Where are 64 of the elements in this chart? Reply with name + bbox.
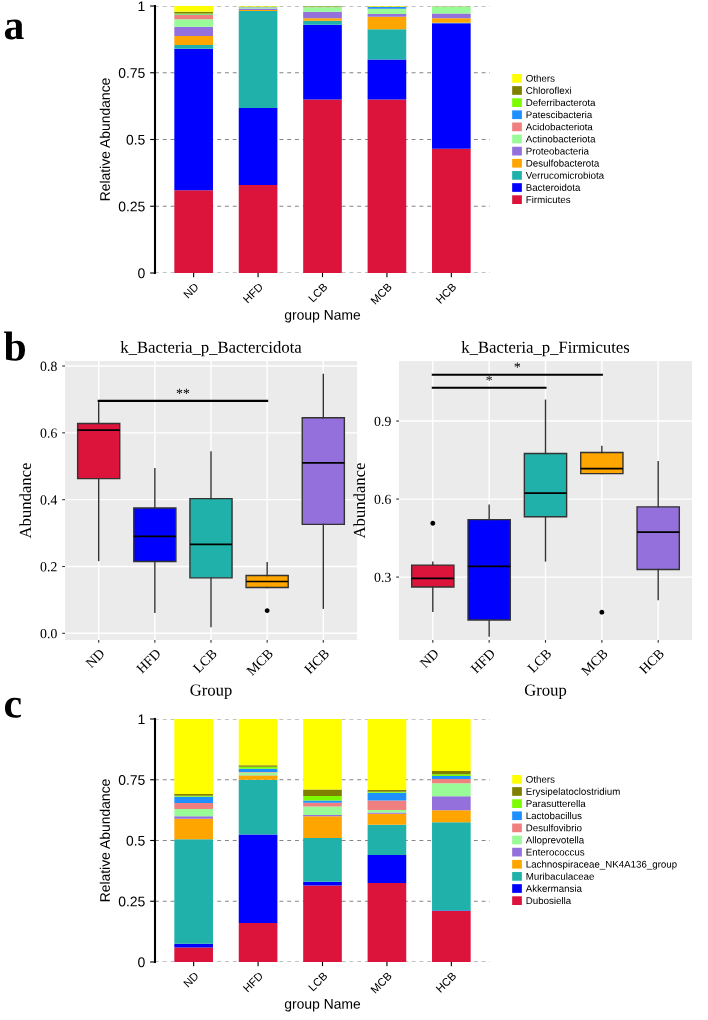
- legend-label: Others: [526, 775, 555, 783]
- y-tick-label: 0.5: [126, 835, 145, 846]
- legend-label: Lachnospiraceae_NK4A136_group: [526, 860, 677, 870]
- legend-label: Patescibacteria: [526, 111, 593, 119]
- x-axis-title: group Name: [284, 999, 361, 1012]
- y-axis-title: Relative Abundance: [99, 779, 110, 902]
- legend-label: Verrucomicrobiota: [525, 171, 605, 179]
- legend-label: Akkermansia: [525, 884, 582, 892]
- legend-label: Desulfobacterota: [526, 159, 600, 167]
- y-tick-label: 0: [138, 268, 145, 279]
- legend-label: Parasutterella: [526, 799, 586, 808]
- legend-label: Lactobacillus: [526, 812, 582, 820]
- x-axis-title: group Name: [284, 310, 361, 323]
- legend-label: Others: [526, 74, 555, 82]
- x-tick-label: LCB: [308, 282, 328, 303]
- legend-label: Chloroflexi: [526, 86, 572, 94]
- y-tick-label: 0.9: [374, 416, 391, 427]
- y-axis-title: Abundance: [19, 463, 32, 539]
- chart-title: k_Bacteria_p_Firmicutes: [461, 341, 630, 357]
- annotation: *: [514, 362, 521, 368]
- y-tick-label: 0: [138, 957, 145, 968]
- legend-label: Dubosiella: [526, 896, 572, 905]
- x-tick-label: ND: [183, 282, 199, 299]
- x-tick-label: ND: [419, 648, 440, 669]
- y-tick-label: 0.8: [40, 361, 57, 372]
- y-tick-label: 0.6: [40, 428, 57, 438]
- legend-label: Actinobacteriota: [525, 135, 596, 143]
- y-tick-label: 0.6: [374, 494, 391, 505]
- legend-label: Muribaculaceae: [526, 872, 594, 880]
- text: b: [4, 331, 26, 361]
- legend-label: Erysipelatoclostridium: [526, 787, 620, 797]
- y-tick-label: 1: [138, 1, 145, 12]
- y-tick-label: 0.4: [40, 495, 58, 505]
- x-axis-title: Group: [190, 684, 232, 700]
- x-tick-label: ND: [183, 971, 199, 988]
- y-tick-label: 0.0: [40, 628, 57, 639]
- y-tick-label: 0.75: [118, 68, 145, 78]
- legend-label: Acidobacteriota: [525, 123, 593, 131]
- legend-label: Firmicutes: [526, 195, 571, 204]
- legend-label: Bacteroidota: [526, 183, 581, 191]
- y-tick-label: 0.2: [40, 562, 57, 572]
- text: a: [4, 19, 24, 40]
- legend-label: Proteobacteria: [526, 147, 589, 155]
- legend-label: Enterococcus: [526, 848, 585, 856]
- x-tick-label: LCB: [308, 971, 328, 992]
- y-axis-title: Abundance: [353, 463, 366, 539]
- chart-title: k_Bacteria_p_Bactercidota: [120, 341, 302, 357]
- y-tick-label: 0.75: [118, 775, 145, 785]
- y-tick-label: 0.5: [126, 134, 145, 145]
- annotation: **: [176, 388, 190, 394]
- y-tick-label: 0.25: [118, 896, 145, 907]
- y-tick-label: 1: [138, 714, 145, 725]
- y-axis-title: Relative Abundance: [99, 78, 110, 201]
- legend-label: Alloprevotella: [525, 836, 585, 846]
- y-tick-label: 0.3: [374, 572, 391, 583]
- annotation: *: [486, 375, 492, 381]
- legend-label: Deferribacterota: [526, 98, 596, 107]
- legend-label: Desulfovibrio: [526, 824, 582, 832]
- x-axis-title: Group: [524, 684, 567, 700]
- x-tick-label: LCB: [526, 648, 552, 674]
- x-tick-label: LCB: [192, 648, 218, 674]
- y-tick-label: 0.25: [118, 201, 145, 212]
- x-tick-label: ND: [85, 648, 106, 669]
- text: c: [4, 697, 21, 718]
